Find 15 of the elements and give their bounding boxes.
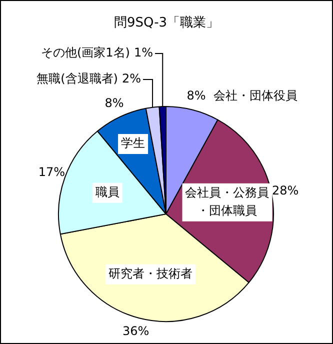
slice-label: 学生 <box>121 136 146 150</box>
data-label: 8% <box>104 96 124 110</box>
data-label: 1% <box>134 46 153 60</box>
slice-label: 職員 <box>95 185 120 200</box>
data-label: 8% <box>186 88 206 102</box>
slice-label: 会社・団体役員 <box>214 88 298 102</box>
slice-label: その他(画家1名) <box>40 46 130 60</box>
slice-label: 会社員・公務員・団体職員 <box>185 185 270 218</box>
data-label: 2% <box>122 72 141 86</box>
slice-label: 研究者・技術者 <box>108 266 192 281</box>
data-label: 17% <box>38 164 66 179</box>
data-label: 36% <box>122 324 150 338</box>
slice-label: 無職(含退職者) <box>36 72 118 86</box>
data-label: 28% <box>272 183 299 198</box>
chart-title: 問9SQ-3「職業」 <box>114 15 220 30</box>
